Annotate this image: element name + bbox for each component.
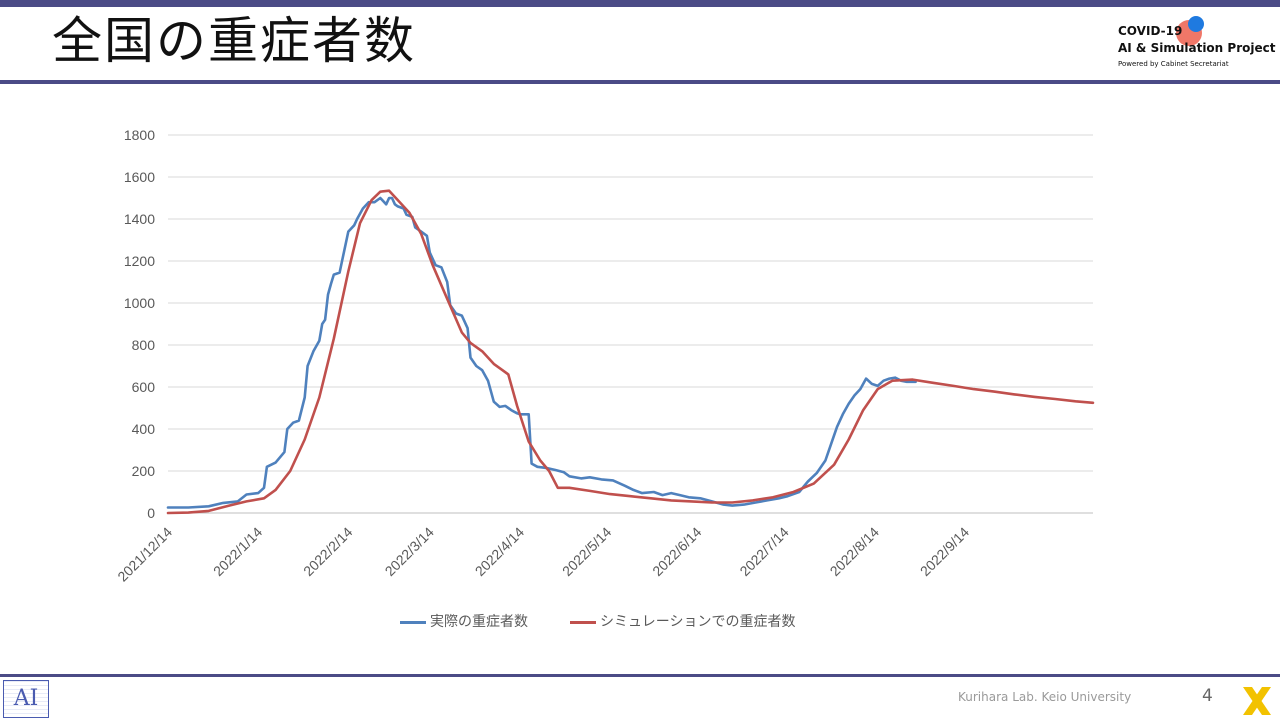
slide-title: 全国の重症者数 [52,12,416,70]
x-tick-label: 2022/9/14 [917,524,973,580]
y-axis-ticks: 0 200 400 600 800 1000 1200 1400 1600 1800 [124,127,155,521]
logo-line2: AI & Simulation Project [1118,41,1276,55]
y-tick-label: 1200 [124,253,155,269]
y-tick-label: 200 [132,463,156,479]
page-number: 4 [1202,686,1213,706]
y-tick-label: 800 [132,337,156,353]
y-tick-label: 0 [147,505,155,521]
footer-divider [0,674,1280,677]
chart-legend: 実際の重症者数 シミュレーションでの重症者数 [400,612,880,632]
x-tick-label: 2022/6/14 [649,524,705,580]
footer-credit: Kurihara Lab. Keio University [958,690,1132,704]
logo-line1: COVID-19 [1118,24,1183,38]
y-tick-label: 1000 [124,295,155,311]
grid-lines [168,134,1093,514]
lab-logo-text: AI [13,686,39,711]
y-tick-label: 1800 [124,127,155,143]
x-tick-label: 2022/2/14 [300,524,356,580]
x-tick-label: 2022/4/14 [472,524,528,580]
series-line-simulation [166,189,1095,515]
top-accent-bar [0,0,1280,7]
legend-swatch-simulation [570,621,596,624]
x-tick-label: 2022/8/14 [827,524,883,580]
x-tick-label: 2021/12/14 [114,524,175,585]
x-cross-icon [1243,687,1271,715]
logo-line3: Powered by Cabinet Secretariat [1118,60,1229,68]
x-tick-label: 2022/3/14 [382,524,438,580]
y-tick-label: 600 [132,379,156,395]
legend-label-actual: 実際の重症者数 [430,614,528,630]
y-tick-label: 1600 [124,169,155,185]
series-lines [166,189,1095,515]
title-divider [0,80,1280,84]
x-tick-label: 2022/7/14 [736,524,792,580]
y-tick-label: 400 [132,421,156,437]
project-logo: COVID-19 AI & Simulation Project Powered… [1118,16,1278,74]
y-tick-label: 1400 [124,211,155,227]
legend-swatch-actual [400,621,426,624]
x-axis-ticks: 2021/12/14 2022/1/14 2022/2/14 2022/3/14 202… [114,524,972,585]
x-tick-label: 2022/1/14 [210,524,266,580]
x-tick-label: 2022/5/14 [559,524,615,580]
logo-blue-circle [1188,16,1204,32]
lab-logo: AI [3,680,49,718]
legend-label-simulation: シミュレーションでの重症者数 [600,614,796,630]
